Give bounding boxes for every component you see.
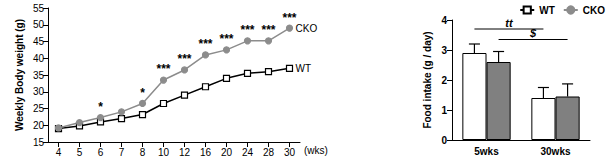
svg-text:15: 15 — [33, 137, 45, 148]
svg-text:***: *** — [240, 23, 254, 37]
svg-text:10: 10 — [158, 147, 170, 158]
svg-text:8: 8 — [140, 147, 146, 158]
svg-text:CKO: CKO — [296, 23, 318, 34]
svg-text:28: 28 — [263, 147, 275, 158]
svg-text:***: *** — [198, 37, 212, 51]
svg-text:***: *** — [219, 32, 233, 46]
svg-text:tt: tt — [505, 17, 514, 29]
svg-text:20: 20 — [221, 147, 233, 158]
svg-text:$: $ — [529, 27, 537, 39]
svg-text:WT: WT — [539, 5, 555, 16]
svg-text:16: 16 — [200, 147, 212, 158]
svg-text:20: 20 — [33, 120, 45, 131]
svg-text:25: 25 — [33, 103, 45, 114]
svg-text:50: 50 — [33, 19, 45, 30]
svg-text:3: 3 — [441, 45, 447, 56]
svg-text:12: 12 — [179, 147, 191, 158]
svg-text:***: *** — [156, 62, 170, 76]
svg-text:40: 40 — [33, 53, 45, 64]
svg-text:5wks: 5wks — [474, 146, 499, 157]
svg-text:(wks): (wks) — [304, 145, 328, 156]
svg-text:CKO: CKO — [583, 5, 605, 16]
svg-text:1: 1 — [441, 105, 447, 116]
svg-text:***: *** — [261, 23, 275, 37]
svg-text:6: 6 — [98, 147, 104, 158]
svg-text:24: 24 — [242, 147, 254, 158]
svg-text:4: 4 — [56, 147, 62, 158]
svg-text:*: * — [98, 100, 103, 114]
svg-text:0: 0 — [441, 135, 447, 146]
svg-text:5: 5 — [77, 147, 83, 158]
svg-text:55: 55 — [33, 3, 45, 14]
svg-text:7: 7 — [119, 147, 125, 158]
svg-text:*: * — [140, 86, 145, 100]
svg-text:45: 45 — [33, 36, 45, 47]
svg-text:Weekly Body weight (g): Weekly Body weight (g) — [14, 19, 25, 131]
svg-text:4: 4 — [441, 15, 447, 26]
svg-text:2: 2 — [441, 75, 447, 86]
svg-text:***: *** — [177, 52, 191, 66]
svg-text:30wks: 30wks — [540, 146, 570, 157]
svg-text:WT: WT — [296, 63, 312, 74]
svg-text:30: 30 — [284, 147, 296, 158]
svg-text:Food intake (g / day): Food intake (g / day) — [422, 31, 433, 128]
svg-text:35: 35 — [33, 70, 45, 81]
svg-text:30: 30 — [33, 86, 45, 97]
